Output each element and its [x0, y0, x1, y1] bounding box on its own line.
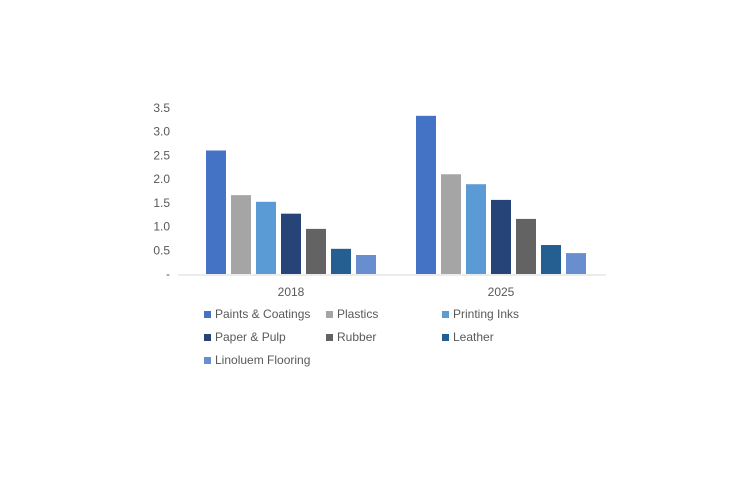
- bar-2025-3: [491, 199, 511, 274]
- legend-label: Linoluem Flooring: [215, 353, 310, 367]
- legend-swatch: [204, 334, 211, 341]
- x-tick-label: 2018: [278, 285, 305, 299]
- legend-swatch: [326, 334, 333, 341]
- bar-2025-1: [441, 174, 461, 274]
- bar-2025-6: [566, 253, 586, 274]
- bar-2018-4: [306, 228, 326, 274]
- y-tick-label: 2.5: [153, 148, 170, 162]
- y-tick-label: 3.5: [153, 101, 170, 115]
- legend-label: Printing Inks: [453, 307, 519, 321]
- legend-label: Paper & Pulp: [215, 330, 286, 344]
- bar-2018-5: [331, 248, 351, 274]
- legend-swatch: [442, 311, 449, 318]
- y-tick-label: 0.5: [153, 243, 170, 257]
- legend-swatch: [326, 311, 333, 318]
- legend-label: Leather: [453, 330, 494, 344]
- y-tick-label: 1.0: [153, 220, 170, 234]
- bar-2025-2: [466, 184, 486, 274]
- legend-swatch: [204, 311, 211, 318]
- bar-2018-6: [356, 255, 376, 274]
- bar-2018-2: [256, 201, 276, 274]
- legend-label: Plastics: [337, 307, 378, 321]
- bar-2018-0: [206, 150, 226, 274]
- y-tick-label: 2.0: [153, 172, 170, 186]
- legend-label: Rubber: [337, 330, 376, 344]
- bar-2025-4: [516, 218, 536, 274]
- legend-swatch: [204, 357, 211, 364]
- y-tick-label: 3.0: [153, 125, 170, 139]
- bar-2025-0: [416, 115, 436, 274]
- bar-2018-1: [231, 195, 251, 274]
- bar-2025-5: [541, 245, 561, 274]
- x-tick-label: 2025: [488, 285, 515, 299]
- y-tick-label: -: [166, 267, 170, 281]
- y-tick-label: 1.5: [153, 196, 170, 210]
- legend-label: Paints & Coatings: [215, 307, 310, 321]
- legend-swatch: [442, 334, 449, 341]
- bar-2018-3: [281, 213, 301, 274]
